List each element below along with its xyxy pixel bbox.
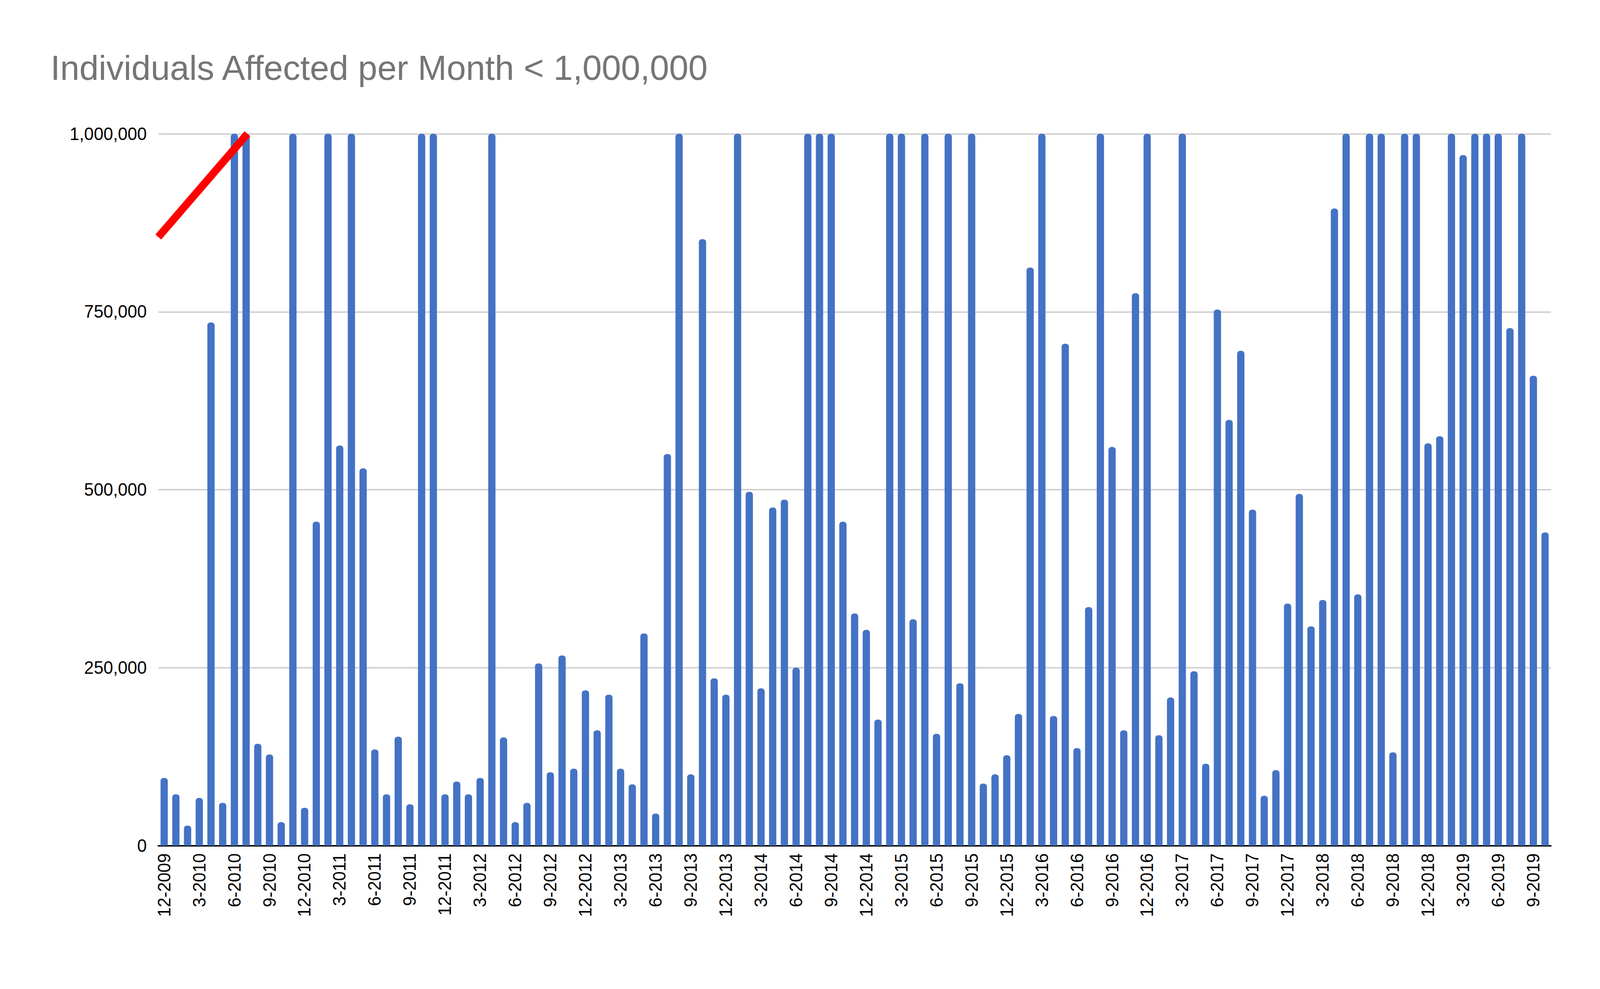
svg-text:3-2010: 3-2010 (189, 853, 210, 908)
svg-text:250,000: 250,000 (84, 657, 147, 678)
svg-text:12-2009: 12-2009 (154, 853, 175, 917)
svg-text:6-2014: 6-2014 (786, 853, 807, 908)
svg-text:6-2015: 6-2015 (926, 853, 947, 908)
svg-text:3-2011: 3-2011 (329, 853, 350, 906)
svg-text:12-2015: 12-2015 (997, 853, 1017, 917)
svg-text:6-2018: 6-2018 (1347, 853, 1368, 908)
svg-text:6-2016: 6-2016 (1067, 853, 1088, 908)
svg-text:9-2018: 9-2018 (1382, 853, 1403, 908)
svg-text:9-2012: 9-2012 (540, 853, 561, 908)
svg-text:12-2016: 12-2016 (1137, 853, 1157, 917)
svg-text:6-2010: 6-2010 (224, 853, 245, 908)
svg-text:3-2015: 3-2015 (891, 853, 912, 908)
svg-text:6-2013: 6-2013 (645, 853, 666, 908)
svg-text:12-2011: 12-2011 (435, 853, 455, 916)
svg-text:9-2010: 9-2010 (259, 853, 280, 908)
svg-text:3-2013: 3-2013 (610, 853, 631, 908)
svg-text:12-2018: 12-2018 (1418, 853, 1438, 917)
svg-text:3-2016: 3-2016 (1032, 853, 1052, 908)
svg-text:500,000: 500,000 (84, 479, 147, 500)
svg-text:12-2012: 12-2012 (575, 853, 596, 917)
svg-text:9-2017: 9-2017 (1242, 853, 1263, 908)
svg-text:12-2010: 12-2010 (294, 853, 315, 917)
svg-text:6-2019: 6-2019 (1488, 853, 1509, 908)
svg-text:3-2014: 3-2014 (751, 853, 771, 908)
svg-text:9-2019: 9-2019 (1523, 853, 1544, 908)
svg-text:9-2014: 9-2014 (821, 853, 842, 908)
svg-text:6-2011: 6-2011 (364, 853, 385, 906)
svg-text:12-2017: 12-2017 (1277, 853, 1298, 917)
svg-text:12-2014: 12-2014 (856, 853, 877, 917)
svg-text:9-2013: 9-2013 (680, 853, 701, 908)
svg-text:12-2013: 12-2013 (716, 853, 736, 917)
svg-text:750,000: 750,000 (84, 301, 147, 322)
svg-text:Individuals Affected per Month: Individuals Affected per Month < 1,000,0… (50, 48, 708, 88)
svg-text:3-2017: 3-2017 (1172, 853, 1192, 908)
svg-text:3-2018: 3-2018 (1312, 853, 1333, 908)
svg-text:0: 0 (137, 835, 147, 856)
svg-text:3-2019: 3-2019 (1453, 853, 1473, 908)
svg-text:9-2015: 9-2015 (961, 853, 982, 908)
svg-text:1,000,000: 1,000,000 (69, 124, 147, 144)
svg-text:9-2011: 9-2011 (399, 853, 420, 906)
svg-text:6-2012: 6-2012 (505, 853, 525, 908)
svg-text:9-2016: 9-2016 (1102, 853, 1123, 908)
svg-text:6-2017: 6-2017 (1207, 853, 1228, 908)
svg-text:3-2012: 3-2012 (470, 853, 490, 908)
